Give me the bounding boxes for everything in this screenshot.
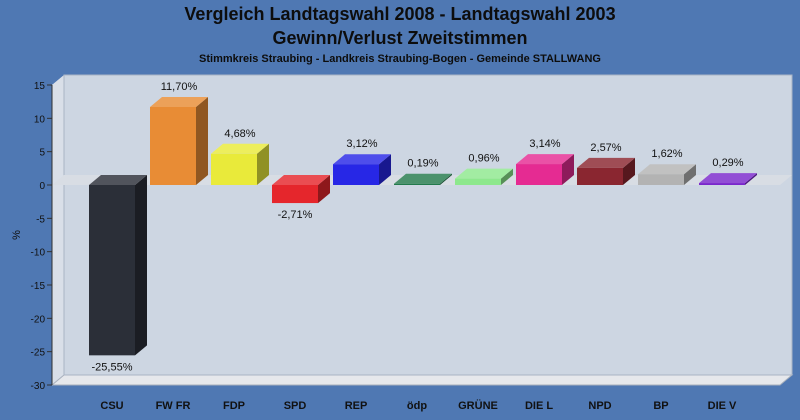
bar-value-label: 0,19% (407, 158, 438, 170)
y-tick-label: -30 (31, 381, 46, 392)
bar-side (745, 173, 757, 185)
bar-top (272, 175, 330, 185)
bar (333, 164, 379, 185)
bar-value-label: 11,70% (161, 81, 198, 93)
x-tick-label: DIE L (525, 400, 553, 412)
bar-side (196, 97, 208, 185)
chart-subtitle: Gewinn/Verlust Zweitstimmen (272, 28, 528, 48)
y-tick-label: 5 (39, 148, 45, 159)
bar-top (211, 143, 269, 154)
bar-top (150, 97, 208, 107)
bar-top (333, 154, 391, 165)
y-tick-label: 10 (34, 114, 46, 125)
bar-side (257, 143, 269, 185)
bar-side (135, 175, 147, 356)
bar (272, 185, 318, 204)
bar-top (89, 175, 147, 185)
bar (577, 167, 623, 185)
x-tick-label: BP (653, 400, 668, 412)
bar (638, 174, 684, 185)
bar-value-label: 1,62% (651, 148, 682, 160)
bar-top (577, 157, 635, 168)
bar-value-label: 2,57% (590, 142, 621, 154)
bar (394, 183, 440, 185)
plot-floor (50, 374, 794, 386)
x-tick-label: ödp (407, 400, 427, 412)
x-tick-label: SPD (284, 400, 307, 412)
y-tick-label: -25 (31, 348, 46, 359)
x-tick-label: DIE V (708, 400, 737, 412)
bar (516, 164, 562, 185)
bar (211, 153, 257, 185)
bar (89, 185, 135, 356)
bar-value-label: 3,14% (529, 138, 560, 150)
y-tick-label: -15 (31, 281, 46, 292)
bar-value-label: 0,96% (468, 153, 499, 165)
bar-side (440, 173, 452, 185)
bar-side (684, 164, 696, 185)
chart-subtitle-location: Stimmkreis Straubing - Landkreis Straubi… (199, 53, 601, 65)
bar-value-label: 4,68% (224, 128, 255, 140)
y-tick-label: 15 (34, 81, 46, 92)
bar-top (394, 173, 452, 184)
y-tick-label: 0 (39, 181, 45, 192)
x-tick-label: GRÜNE (458, 399, 498, 412)
x-tick-label: NPD (588, 400, 611, 412)
y-tick-label: -5 (36, 214, 45, 225)
y-axis-label: % (11, 230, 23, 240)
bar-side (379, 154, 391, 185)
bar-value-label: -25,55% (92, 361, 133, 373)
bar (455, 178, 501, 185)
bar-top (699, 173, 757, 184)
x-tick-label: CSU (100, 400, 123, 412)
bar-top (455, 168, 513, 179)
bar-value-label: 3,12% (346, 138, 377, 150)
bar (699, 183, 745, 185)
bar-top (638, 164, 696, 175)
y-tick-label: -20 (31, 314, 46, 325)
bar-top (516, 154, 574, 165)
bar-side (501, 168, 513, 185)
y-tick-label: -10 (31, 248, 46, 259)
x-tick-label: FW FR (156, 400, 191, 412)
bar-value-label: 0,29% (712, 157, 743, 169)
bar-side (562, 154, 574, 185)
x-tick-label: REP (345, 400, 368, 412)
bar-side (623, 157, 635, 185)
bar (150, 107, 196, 185)
chart-title: Vergleich Landtagswahl 2008 - Landtagswa… (184, 4, 616, 24)
plot-left-wall (52, 75, 64, 385)
x-tick-label: FDP (223, 400, 245, 412)
bar-value-label: -2,71% (278, 209, 313, 221)
bar-side (318, 175, 330, 204)
